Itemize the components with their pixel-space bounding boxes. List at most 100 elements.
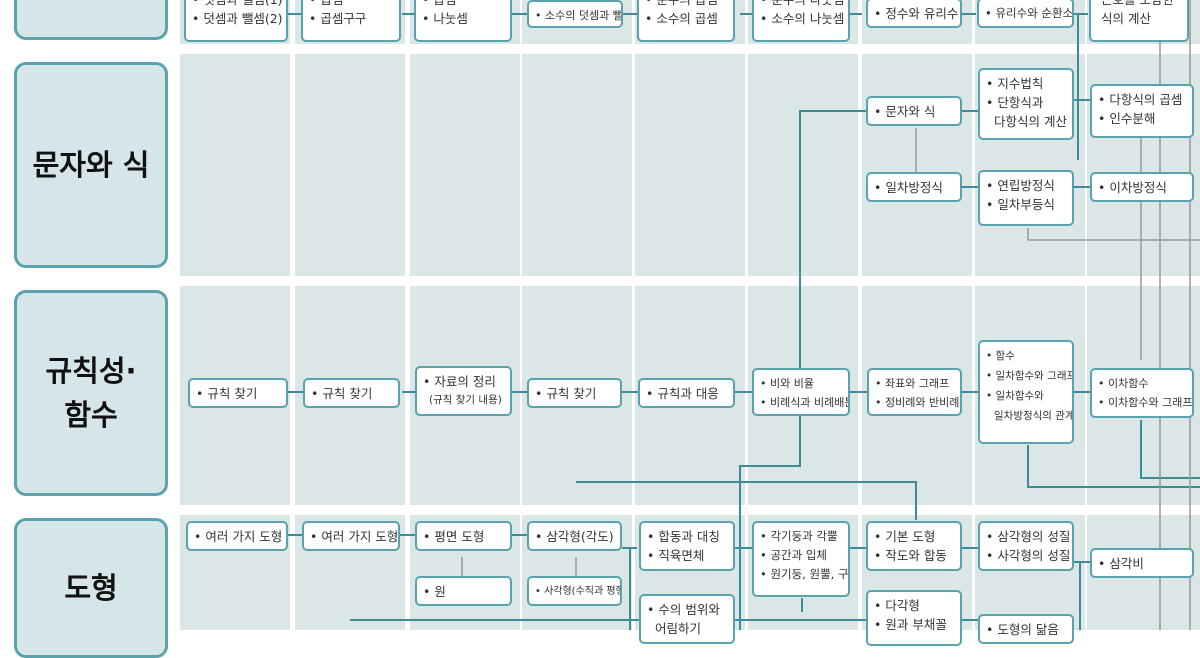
node-line: • 일차함수와 그래프	[986, 370, 1074, 382]
node-line: • 일차부등식	[986, 197, 1055, 212]
node-line: • 단항식과	[986, 95, 1044, 110]
node-line: • 규칙 찾기	[535, 386, 597, 401]
node-geometry-grade-9: • 삼각비	[1090, 548, 1194, 578]
node-line: • 규칙 찾기	[311, 386, 373, 401]
category-letters-label: 문자와 식	[32, 148, 150, 182]
node-regularity-grade-3: • 자료의 정리 (규칙 찾기 내용)	[415, 366, 512, 416]
node-line: • 소수의 나눗셈	[760, 11, 845, 26]
node-geometry-grade-3: • 평면 도형	[415, 521, 512, 551]
node-line: • 각기둥과 각뿔	[760, 529, 838, 543]
node-line: 일차방정식의 관계	[994, 410, 1074, 422]
node-geometry-grade-6: • 각기둥과 각뿔 • 공간과 입체 • 원기둥, 원뿔, 구	[752, 521, 850, 597]
node-line: • 정비례와 반비례	[875, 396, 960, 409]
node-geometry-grade-5: • 합동과 대칭 • 직육면체	[639, 521, 735, 571]
node-line: • 합동과 대칭	[647, 529, 720, 544]
row-separator	[180, 505, 1200, 515]
node-geometry-grade-8: • 삼각형의 성질 • 사각형의 성질	[978, 521, 1074, 571]
node-line: • 원과 부채꼴	[874, 617, 947, 632]
node-line: • 삼각형의 성질	[986, 529, 1071, 544]
node-circle: • 원	[415, 576, 512, 606]
node-line: • 사각형의 성질	[986, 548, 1071, 563]
node-line: • 일차함수와	[986, 390, 1044, 402]
node-line: • 덧셈과 뺄셈(2)	[192, 11, 283, 26]
node-line: • 소수의 덧셈과 뺄셈	[535, 9, 623, 22]
node-line: • 다항식의 곱셈	[1098, 92, 1183, 107]
node-line: • 규칙 찾기	[196, 386, 258, 401]
node-regularity-grade-2: • 규칙 찾기	[303, 378, 400, 408]
node-line: 식의 계산	[1101, 11, 1151, 26]
node-letters-grade-7: • 문자와 식	[866, 96, 962, 126]
node-line: • 문자와 식	[874, 104, 936, 119]
node-geometry-grade-4: • 삼각형(각도)	[527, 521, 622, 551]
node-regularity-grade-8: • 함수 • 일차함수와 그래프 • 일차함수와 일차방정식의 관계	[978, 340, 1074, 444]
node-line: • 여러 가지 도형	[194, 529, 283, 544]
node-line: • 자료의 정리	[423, 374, 496, 389]
node-line: • 공간과 입체	[760, 548, 827, 562]
node-letters-grade-8: • 지수법칙 • 단항식과 다항식의 계산	[978, 68, 1074, 140]
node-line: • 삼각형(각도)	[535, 529, 614, 544]
node-regularity-grade-9: • 이차함수 • 이차함수와 그래프	[1090, 368, 1194, 418]
node-similarity: • 도형의 닮음	[978, 614, 1074, 644]
node-line: 어림하기	[655, 621, 702, 636]
node-regularity-grade-6: • 비와 비율 • 비례식과 비례배분	[752, 368, 850, 416]
node-line: • 유리수와 순환소수	[985, 6, 1074, 20]
node-regularity-grade-1: • 규칙 찾기	[188, 378, 288, 408]
node-numbers-grade-4: • 소수의 덧셈과 뺄셈	[527, 0, 623, 28]
node-numbers-grade-3: • 곱셈 • 나눗셈	[414, 0, 512, 42]
node-letters-grade-9: • 다항식의 곱셈 • 인수분해	[1090, 84, 1194, 138]
node-line: • 좌표와 그래프	[875, 377, 950, 390]
category-regularity-label-1: 규칙성·	[45, 354, 137, 388]
node-line: • 비와 비율	[760, 377, 814, 390]
node-line: • 이차방정식	[1098, 180, 1167, 195]
node-polygon-and-circle: • 다각형 • 원과 부채꼴	[866, 590, 962, 646]
node-line: • 곱셈	[309, 0, 393, 9]
node-line: • 수의 범위와	[647, 602, 720, 617]
node-numbers-grade-2: • 곱셈 • 곱셈구구	[301, 0, 401, 42]
node-line: • 여러 가지 도형	[310, 529, 399, 544]
node-numbers-grade-6: • 분수의 나눗셈 • 소수의 나눗셈	[752, 0, 850, 42]
node-line: • 비례식과 비례배분	[760, 396, 850, 409]
category-geometry-label: 도형	[64, 571, 118, 605]
node-linear-equation: • 일차방정식	[866, 172, 962, 202]
node-line: • 분수의 나눗셈	[760, 0, 844, 9]
node-line: • 연립방정식	[986, 178, 1055, 193]
node-geometry-grade-7: • 기본 도형 • 작도와 합동	[866, 521, 962, 571]
node-line: • 나눗셈	[422, 11, 468, 26]
node-line: • 삼각비	[1098, 556, 1144, 571]
node-regularity-grade-4: • 규칙 찾기	[527, 378, 622, 408]
node-line: • 인수분해	[1098, 111, 1156, 126]
node-numbers-grade-5: • 분수의 곱셈 • 소수의 곱셈	[637, 0, 735, 42]
node-regularity-grade-5: • 규칙과 대응	[638, 378, 735, 408]
node-line: • 작도와 합동	[874, 548, 947, 563]
node-line: • 곱셈	[422, 0, 504, 9]
node-geometry-grade-2: • 여러 가지 도형	[302, 521, 400, 551]
node-range-and-estimation: • 수의 범위와 어림하기	[639, 594, 735, 644]
node-line: • 이차함수와 그래프	[1098, 396, 1193, 409]
node-line: • 직육면체	[647, 548, 705, 563]
category-letters-and-expressions: 문자와 식	[14, 62, 168, 268]
node-numbers-grade-8: • 유리수와 순환소수	[977, 0, 1074, 28]
node-numbers-grade-9: 근호를 포함한 식의 계산	[1089, 0, 1189, 42]
node-line: • 함수	[986, 350, 1015, 362]
node-line: • 소수의 곱셈	[645, 11, 718, 26]
node-line: • 원기둥, 원뿔, 구	[760, 567, 849, 581]
node-line: • 사각형(수직과 평행)	[535, 586, 622, 597]
node-line: 다항식의 계산	[994, 114, 1067, 129]
category-regularity-and-functions: 규칙성· 함수	[14, 290, 168, 496]
node-numbers-grade-1: • 덧셈과 뺄셈(1) • 덧셈과 뺄셈(2)	[184, 0, 288, 42]
node-line: • 원	[423, 584, 446, 599]
node-regularity-grade-7: • 좌표와 그래프 • 정비례와 반비례	[867, 368, 962, 416]
row-separator	[180, 276, 1200, 286]
node-line: • 다각형	[874, 598, 920, 613]
node-quadrilateral: • 사각형(수직과 평행)	[527, 576, 622, 606]
node-line: • 규칙과 대응	[646, 386, 719, 401]
node-line: • 덧셈과 뺄셈(1)	[192, 0, 283, 9]
node-line: 근호를 포함한	[1101, 0, 1181, 9]
node-quadratic-equation: • 이차방정식	[1090, 172, 1194, 202]
node-line: • 일차방정식	[874, 180, 943, 195]
category-numbers	[14, 0, 168, 40]
node-line: • 곱셈구구	[309, 11, 367, 26]
node-line: • 기본 도형	[874, 529, 936, 544]
node-line: • 평면 도형	[423, 529, 485, 544]
node-line: • 지수법칙	[986, 76, 1044, 91]
